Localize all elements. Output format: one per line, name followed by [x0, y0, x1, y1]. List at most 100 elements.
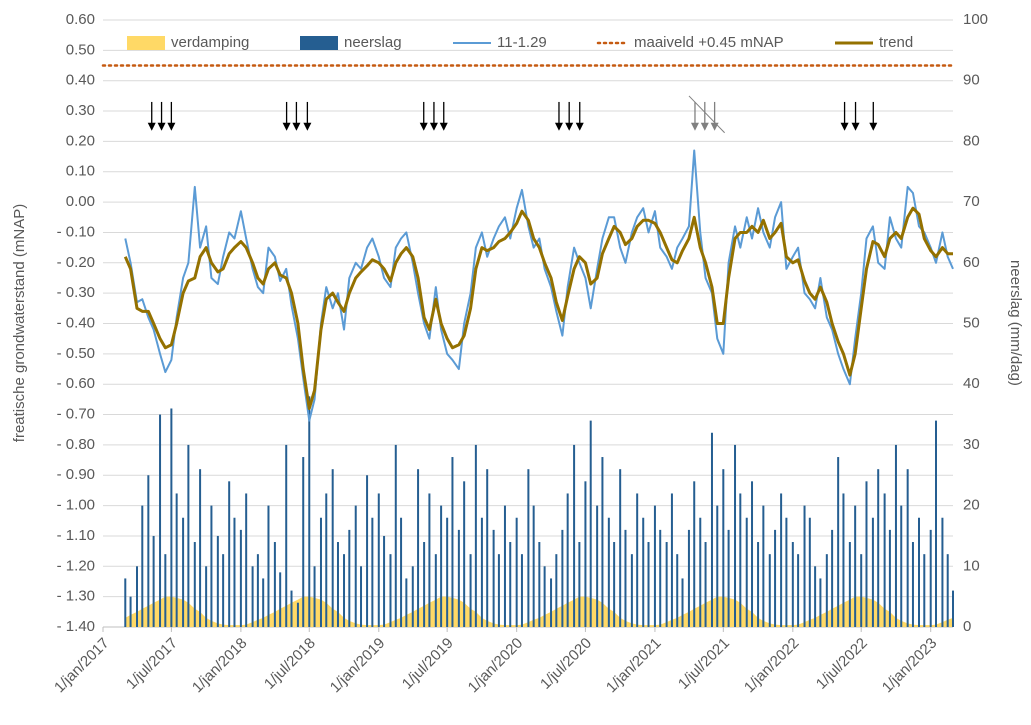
y2-tick-label: 60 [963, 254, 980, 271]
arrow [710, 101, 719, 131]
bar [739, 493, 742, 627]
bar [848, 542, 851, 627]
arrow [575, 101, 584, 131]
bar [687, 529, 690, 627]
bar [589, 420, 592, 627]
bar [497, 554, 500, 627]
arrow [700, 101, 709, 131]
bar [308, 396, 311, 627]
y2-tick-label: 50 [963, 314, 980, 331]
bar [647, 542, 650, 627]
bar [716, 505, 719, 627]
bar [492, 529, 495, 627]
bar [371, 517, 374, 627]
arrow-head [690, 122, 699, 131]
arrow-head [282, 122, 291, 131]
bar [906, 469, 909, 627]
arrow-head [710, 122, 719, 131]
bar [555, 554, 558, 627]
y-tick-label: - 1.00 [57, 497, 95, 514]
bar [216, 535, 219, 627]
bar [665, 542, 668, 627]
x-tick-label: 1/jan/2023 [879, 635, 941, 697]
bar [428, 493, 431, 627]
arrow-head [869, 122, 878, 131]
bar [727, 529, 730, 627]
bar [670, 493, 673, 627]
bar [613, 542, 616, 627]
arrow-head [439, 122, 448, 131]
y-tick-label: - 0.60 [57, 375, 95, 392]
bar [797, 554, 800, 627]
bar [578, 542, 581, 627]
line [123, 206, 953, 410]
bar [819, 578, 822, 627]
bar [124, 578, 127, 627]
arrow-head [429, 122, 438, 131]
strike [688, 95, 725, 134]
bar [699, 517, 702, 627]
arrow [851, 101, 860, 131]
bar [164, 554, 167, 627]
bar [182, 517, 185, 627]
x-tick-label: 1/jan/2017 [51, 635, 113, 697]
bar [360, 566, 363, 627]
bar [279, 572, 282, 627]
bar [642, 517, 645, 627]
bar [446, 517, 449, 627]
bar [527, 469, 530, 627]
bar [837, 457, 840, 627]
bar [911, 542, 914, 627]
arrow-head [167, 122, 176, 131]
bar [785, 517, 788, 627]
bar [704, 542, 707, 627]
arrow-head [157, 122, 166, 131]
arrow [419, 101, 428, 131]
bar [205, 566, 208, 627]
arrow [565, 101, 574, 131]
bar [343, 554, 346, 627]
y-tick-label: 0.20 [66, 132, 95, 149]
y-tick-label: - 0.70 [57, 406, 95, 423]
bar [296, 602, 299, 627]
bar [394, 444, 397, 627]
bar [757, 542, 760, 627]
bar [469, 554, 472, 627]
bar [573, 444, 576, 627]
bar [331, 469, 334, 627]
y2-tick-label: 100 [963, 11, 988, 28]
bar [751, 481, 754, 627]
bar [480, 517, 483, 627]
bar [377, 493, 380, 627]
bar [193, 542, 196, 627]
bar [170, 408, 173, 627]
bar [336, 542, 339, 627]
bar [888, 529, 891, 627]
bar [129, 596, 132, 627]
arrow [303, 101, 312, 131]
bar [486, 469, 489, 627]
arrow-head [565, 122, 574, 131]
bar [946, 554, 949, 627]
bar [457, 529, 460, 627]
arrow-head [419, 122, 428, 131]
bar [722, 469, 725, 627]
bar [676, 554, 679, 627]
x-tick-label: 1/jul/2019 [399, 635, 457, 693]
y-axis-title: freatische grondwaterstand (mNAP) [11, 204, 28, 442]
arrow-head [303, 122, 312, 131]
y-tick-label: - 0.50 [57, 345, 95, 362]
y2-tick-label: 10 [963, 557, 980, 574]
bar [354, 505, 357, 627]
bar [624, 529, 627, 627]
bar [285, 444, 288, 627]
bar [825, 554, 828, 627]
bar [653, 505, 656, 627]
bar [877, 469, 880, 627]
y-tick-label: - 0.40 [57, 314, 95, 331]
legend-label: 11-1.29 [497, 34, 547, 51]
arrow-head [554, 122, 563, 131]
bar [619, 469, 622, 627]
